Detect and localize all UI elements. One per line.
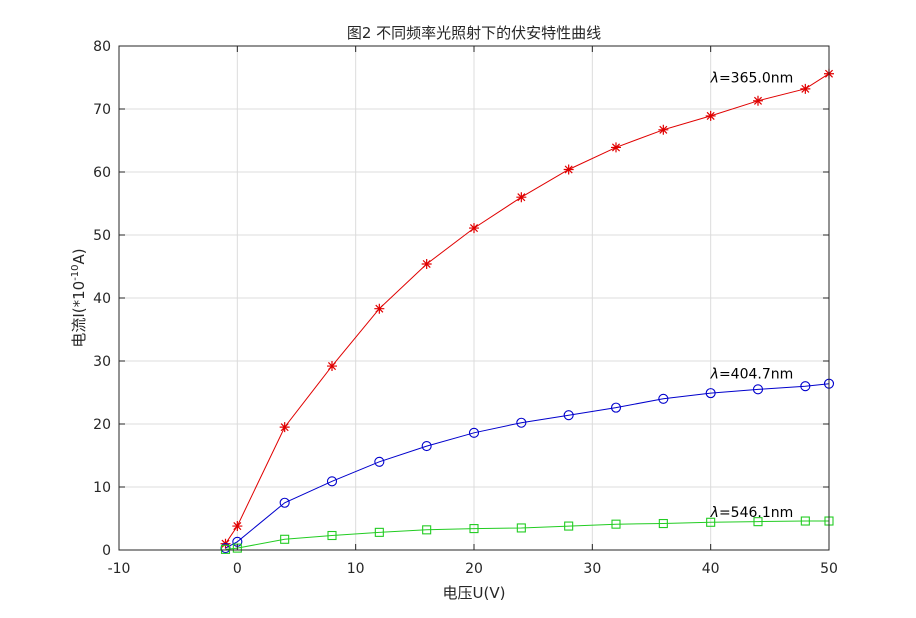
- y-axis-label-exponent: -10: [70, 264, 81, 280]
- data-point: [800, 83, 811, 94]
- x-tick-label: 20: [465, 561, 483, 577]
- x-axis-label: 电压U(V): [443, 584, 506, 602]
- data-point: [280, 534, 290, 544]
- x-tick-label: 50: [820, 561, 838, 577]
- data-point: [564, 521, 574, 531]
- data-point: [327, 361, 337, 372]
- y-axis-label-unit: A): [70, 248, 88, 264]
- wavelength-label: λ=546.1nm: [710, 505, 794, 521]
- series-line: [225, 383, 830, 549]
- data-point: [469, 524, 479, 534]
- data-point: [563, 410, 574, 421]
- x-tick-label: 30: [583, 561, 601, 577]
- data-point: [326, 476, 338, 487]
- data-point: [232, 521, 243, 532]
- data-point: [706, 517, 716, 527]
- y-axis-label-main: 电流I(*10: [70, 281, 88, 348]
- data-point: [705, 110, 716, 121]
- data-point: [374, 456, 385, 467]
- wavelength-value: =365.0nm: [719, 71, 793, 87]
- data-point: [279, 422, 290, 433]
- lambda-symbol: λ: [710, 367, 719, 383]
- y-tick-label: 50: [93, 228, 111, 244]
- data-point: [422, 525, 432, 535]
- data-point: [468, 427, 480, 438]
- data-point: [658, 518, 668, 529]
- data-point: [800, 381, 811, 392]
- y-tick-label: 0: [102, 543, 111, 559]
- x-tick-label: 40: [702, 561, 720, 577]
- y-axis-label: 电流I(*10-10A): [70, 248, 88, 347]
- data-point: [800, 516, 810, 526]
- data-point: [611, 142, 621, 153]
- series-3: [220, 516, 834, 554]
- x-tick-label: 10: [347, 561, 365, 577]
- y-tick-label: 80: [93, 39, 111, 55]
- y-tick-label: 20: [93, 417, 111, 433]
- y-tick-label: 40: [93, 291, 111, 307]
- data-point: [516, 417, 527, 428]
- data-point: [753, 95, 763, 106]
- x-tick-label: 0: [233, 561, 242, 577]
- series-2: [220, 378, 835, 554]
- data-point: [516, 523, 526, 533]
- series-1: [220, 68, 834, 549]
- data-point: [753, 517, 763, 527]
- lambda-symbol: λ: [710, 71, 719, 87]
- data-point: [516, 192, 527, 203]
- chart-title: 图2 不同频率光照射下的伏安特性曲线: [347, 24, 601, 42]
- data-point: [374, 303, 385, 314]
- y-tick-label: 10: [93, 480, 111, 496]
- data-point: [658, 124, 669, 135]
- y-tick-label: 30: [93, 354, 111, 370]
- data-point: [220, 544, 231, 554]
- data-point: [327, 530, 337, 541]
- wavelength-label: λ=404.7nm: [710, 367, 794, 383]
- data-point: [563, 164, 574, 175]
- axis-ticks: [118, 45, 830, 551]
- data-point: [279, 497, 290, 508]
- wavelength-value: =546.1nm: [719, 505, 793, 521]
- data-point: [611, 519, 621, 529]
- data-point: [469, 223, 479, 234]
- data-point: [421, 258, 432, 269]
- x-tick-label: -10: [108, 561, 131, 577]
- data-point: [610, 402, 622, 413]
- series-group: [220, 68, 835, 554]
- wavelength-label: λ=365.0nm: [710, 71, 794, 87]
- data-point: [374, 527, 384, 537]
- data-point: [705, 388, 716, 399]
- lambda-symbol: λ: [710, 505, 719, 521]
- y-tick-label: 70: [93, 102, 111, 118]
- axis-tick-labels: -10 0 10 20 30 40 50 0 10 20 30 40 50 60 70 80: [93, 39, 838, 577]
- data-point: [421, 440, 432, 452]
- data-point: [658, 393, 669, 404]
- series-line: [225, 520, 829, 550]
- data-point: [752, 384, 764, 395]
- wavelength-value: =404.7nm: [719, 367, 793, 383]
- y-tick-label: 60: [93, 165, 111, 181]
